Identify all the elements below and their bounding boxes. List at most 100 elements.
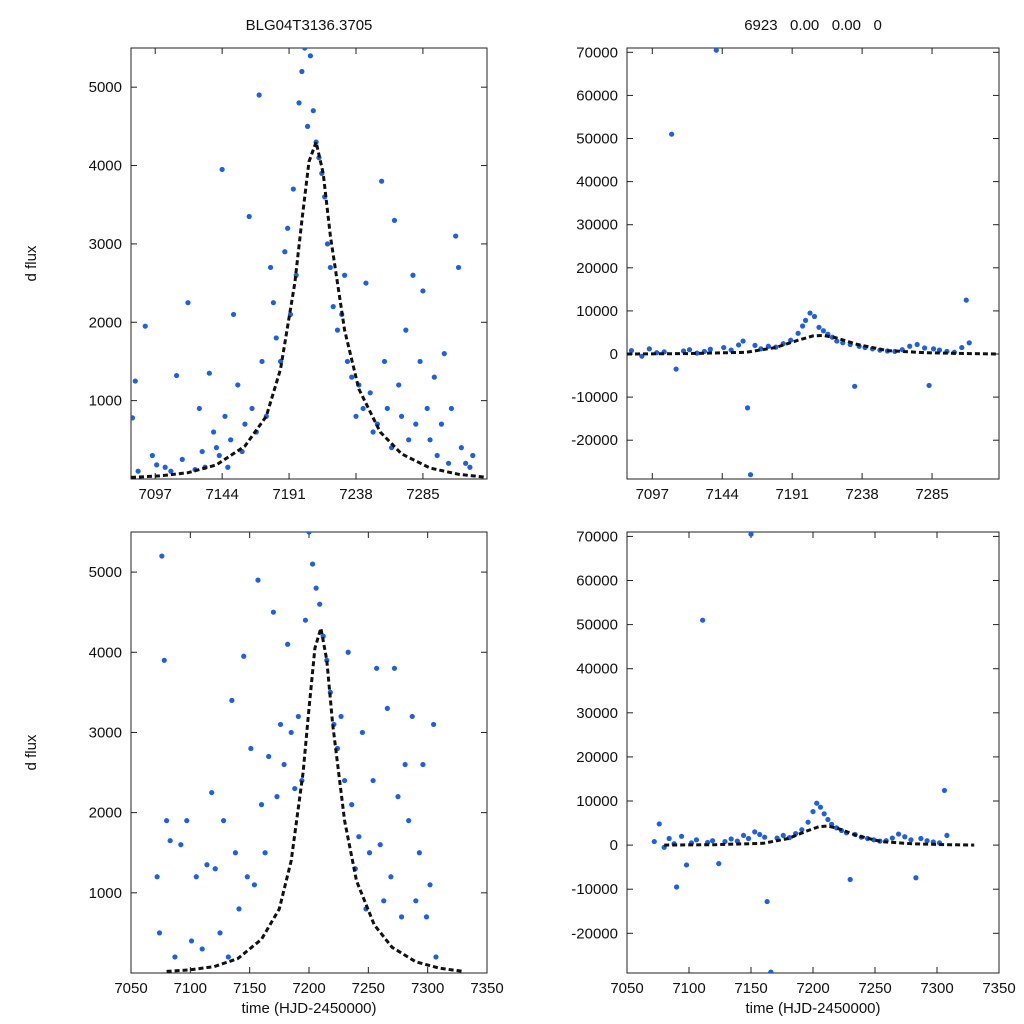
panel-2-data-point xyxy=(232,850,239,856)
panel-0-data-point xyxy=(467,464,473,470)
panel-0-data-point xyxy=(242,421,248,427)
panel-3-x-tick-label: 7150 xyxy=(734,980,767,997)
panel-0-x-tick-label: 7097 xyxy=(139,486,172,503)
panel-0-data-point xyxy=(353,413,359,419)
panel-0-data-point xyxy=(363,280,369,286)
panel-0-data-point xyxy=(168,468,174,474)
panel-0-data-point xyxy=(230,311,237,318)
panel-0-data-point xyxy=(142,323,148,329)
panel-0-data-point xyxy=(367,390,373,396)
panel-1-plot-frame xyxy=(626,47,1000,480)
panel-1-x-tick-label: 7285 xyxy=(915,486,948,503)
panel-2-x-tick-label: 7350 xyxy=(470,980,503,997)
panel-3-data-point xyxy=(913,875,919,881)
panel-1-data-point xyxy=(816,324,822,330)
panel-3-data-point xyxy=(924,838,930,844)
panel-0-data-point xyxy=(277,358,284,365)
panel-0-data-point xyxy=(135,468,141,474)
panel-2-data-point xyxy=(406,818,412,824)
panel-2-data-point xyxy=(236,906,242,912)
panel-2-x-tick-label: 7050 xyxy=(114,980,147,997)
panel-1-y-tick-label: 20000 xyxy=(576,260,618,277)
panel-0-data-point xyxy=(410,272,416,278)
panel-1-data-point xyxy=(721,344,727,351)
panel-0-data-point xyxy=(179,456,185,463)
panel-3-x-tick-label: 7350 xyxy=(982,980,1015,997)
panel-2-data-point xyxy=(345,649,351,655)
panel-2-data-point xyxy=(288,729,294,736)
panel-2-data-point xyxy=(398,914,405,920)
panel-3-data-point xyxy=(745,835,752,842)
panel-top-right: 7097 7144 7191 7238 7285 -20000 -10000 0 10000 20… xyxy=(571,17,1000,503)
panel-0-x-tick-label: 7191 xyxy=(272,486,305,503)
panel-0-data-point xyxy=(417,358,423,365)
panel-0-data-point xyxy=(273,335,279,341)
panel-3-data-point xyxy=(683,862,690,868)
panel-2-data-point xyxy=(184,818,190,824)
panel-0-data-point xyxy=(344,358,351,365)
panel-2-x-axis-label: time (HJD-2450000) xyxy=(241,1000,376,1017)
panel-0-data-point xyxy=(445,460,452,466)
panel-3-data-point xyxy=(814,800,820,806)
panel-bottom-left: 7050 7100 7150 7200 7250 7300 7350 1000 2000 3000… xyxy=(23,531,504,1017)
panel-1-x-tick-label: 7238 xyxy=(845,486,878,503)
panel-0-x-tick-label: 7144 xyxy=(205,486,238,503)
panel-1-data-point xyxy=(747,472,754,478)
panel-2-data-point xyxy=(209,789,215,796)
panel-3-data-point xyxy=(941,787,948,794)
panel-2-data-point xyxy=(220,818,227,824)
panel-2-data-point xyxy=(309,561,316,567)
panel-2-data-point xyxy=(413,898,419,904)
panel-3-data-point xyxy=(757,831,763,838)
panel-2-data-point xyxy=(274,794,280,800)
panel-0-data-point xyxy=(406,437,412,443)
panel-1-y-tick-label: 10000 xyxy=(576,303,618,320)
panel-0-data-point xyxy=(132,378,138,384)
panel-2-data-point xyxy=(388,874,394,880)
panel-1-data-point xyxy=(673,366,679,372)
panel-1-data-point xyxy=(966,340,972,346)
panel-3-data-point xyxy=(825,816,831,823)
panel-2-x-tick-label: 7150 xyxy=(233,980,266,997)
panel-2-data-point xyxy=(349,802,355,808)
panel-0-data-point xyxy=(246,213,252,220)
panel-0-data-point xyxy=(470,452,476,459)
panel-3-data-point xyxy=(740,832,747,839)
panel-2-data-point xyxy=(217,930,223,936)
panel-2-data-point xyxy=(156,930,163,936)
panel-0-data-point xyxy=(259,358,265,365)
panel-0-data-point xyxy=(162,464,168,470)
panel-2-data-point xyxy=(433,954,439,960)
panel-1-data-point xyxy=(713,48,719,53)
panel-1-y-tick-label: 50000 xyxy=(576,131,618,148)
panel-3-model-curve xyxy=(664,824,975,847)
panel-3-x-tick-label: 7050 xyxy=(610,980,643,997)
panel-3-y-tick-label: 70000 xyxy=(576,528,618,545)
panel-2-data-point xyxy=(356,834,362,840)
panel-0-data-point xyxy=(310,108,316,114)
panel-0-data-point xyxy=(424,405,430,412)
panel-2-y-tick-label: 3000 xyxy=(89,724,122,741)
panel-2-data-point xyxy=(225,954,231,960)
panel-3-y-tick-label: 0 xyxy=(610,837,618,854)
panel-1-data-point xyxy=(907,343,913,349)
panel-1-plot-area xyxy=(627,48,999,478)
panel-2-data-point xyxy=(317,601,323,607)
panel-3-data-point xyxy=(810,808,816,815)
panel-2-data-point xyxy=(255,577,261,583)
panel-3-y-tick-label: 20000 xyxy=(576,749,618,766)
panel-3-plot-frame xyxy=(626,531,1000,974)
panel-top-left: 7097 7144 7191 7238 7285 1000 2000 3000 4000 5000… xyxy=(23,17,488,503)
panel-0-data-point xyxy=(384,405,390,412)
panel-1-data-point xyxy=(744,405,751,411)
panel-3-x-tick-label: 7250 xyxy=(858,980,891,997)
panel-3-data-point xyxy=(805,819,811,825)
panel-2-data-point xyxy=(266,753,272,760)
panel-2-data-point xyxy=(342,777,348,784)
panel-1-data-point xyxy=(959,344,965,351)
panel-2-data-point xyxy=(377,842,383,848)
panel-0-data-point xyxy=(349,374,355,380)
panel-0-plot-area xyxy=(131,48,487,479)
panel-2-plot-area xyxy=(154,532,464,973)
panel-0-data-point xyxy=(453,233,459,239)
